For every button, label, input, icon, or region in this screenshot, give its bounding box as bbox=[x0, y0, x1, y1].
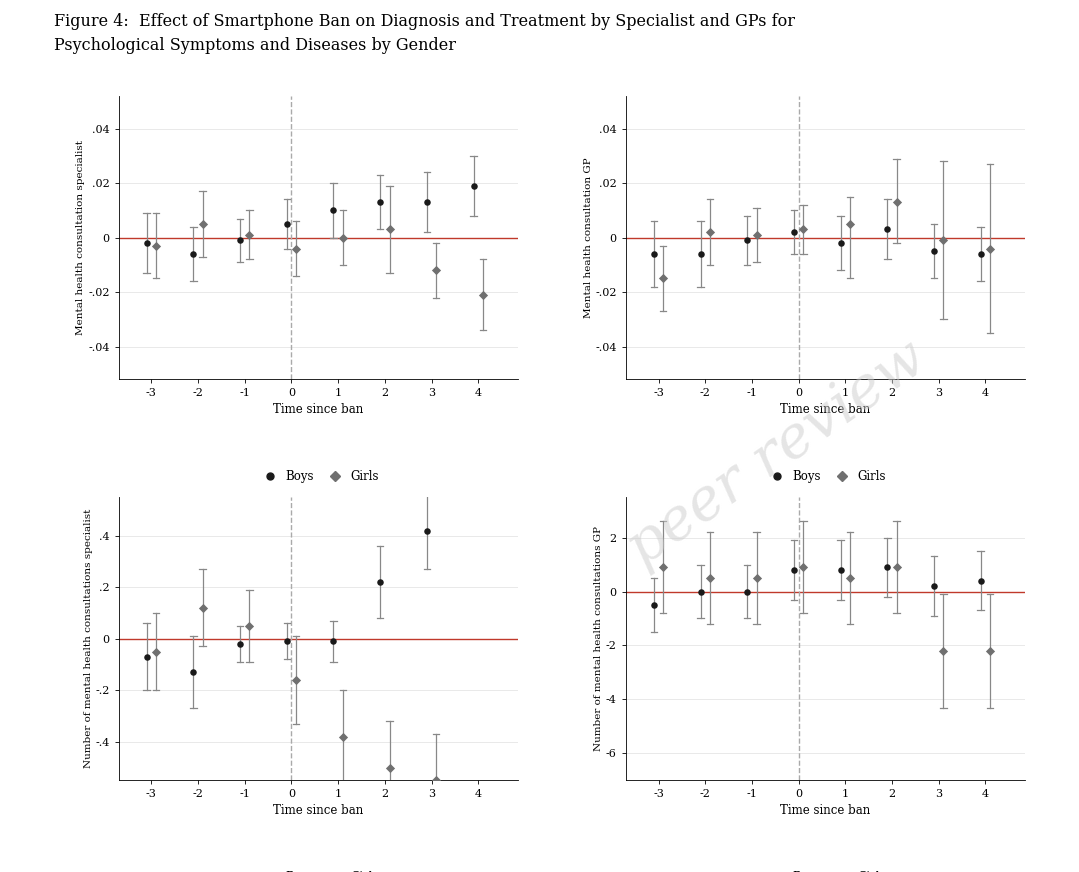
Point bbox=[419, 523, 436, 537]
Text: peer review: peer review bbox=[617, 330, 937, 577]
Point bbox=[655, 271, 672, 285]
Point bbox=[739, 584, 756, 598]
Point bbox=[786, 563, 803, 577]
Point bbox=[842, 571, 859, 585]
Y-axis label: Mental health consultation GP: Mental health consultation GP bbox=[584, 157, 592, 318]
Y-axis label: Number of mental health consultations GP: Number of mental health consultations GP bbox=[595, 526, 603, 752]
Point bbox=[934, 234, 952, 248]
Legend: Boys, Girls: Boys, Girls bbox=[765, 470, 886, 483]
Point bbox=[138, 236, 155, 250]
Text: Psychological Symptoms and Diseases by Gender: Psychological Symptoms and Diseases by G… bbox=[54, 37, 456, 53]
Point bbox=[334, 231, 352, 245]
Point bbox=[381, 760, 398, 774]
Point bbox=[692, 247, 709, 261]
X-axis label: Time since ban: Time since ban bbox=[780, 804, 871, 817]
Point bbox=[194, 217, 211, 231]
Point bbox=[888, 560, 905, 574]
Point bbox=[832, 236, 849, 250]
Point bbox=[878, 560, 896, 574]
Point bbox=[739, 234, 756, 248]
Point bbox=[334, 730, 352, 744]
Point bbox=[982, 242, 999, 255]
Text: (a)  P(Specialist consultation=1): (a) P(Specialist consultation=1) bbox=[193, 509, 443, 524]
Point bbox=[972, 247, 989, 261]
Point bbox=[701, 225, 719, 239]
Point bbox=[645, 247, 663, 261]
Point bbox=[185, 665, 202, 679]
Point bbox=[287, 673, 304, 687]
Point bbox=[465, 271, 482, 285]
Point bbox=[241, 619, 258, 633]
Point bbox=[786, 225, 803, 239]
Point bbox=[325, 634, 342, 648]
Point bbox=[475, 288, 492, 302]
Point bbox=[287, 242, 304, 255]
Point bbox=[645, 598, 663, 612]
X-axis label: Time since ban: Time since ban bbox=[273, 403, 364, 416]
Point bbox=[148, 239, 165, 253]
Point bbox=[232, 234, 249, 248]
Point bbox=[794, 222, 811, 236]
Point bbox=[185, 247, 202, 261]
X-axis label: Time since ban: Time since ban bbox=[780, 403, 871, 416]
Point bbox=[888, 195, 905, 209]
Point bbox=[748, 228, 765, 242]
Point bbox=[232, 637, 249, 651]
Point bbox=[278, 634, 296, 648]
Point bbox=[982, 644, 999, 657]
Y-axis label: Mental health consultation specialist: Mental health consultation specialist bbox=[77, 140, 85, 335]
Point bbox=[194, 601, 211, 615]
Point bbox=[748, 571, 765, 585]
Y-axis label: Number of mental health consultations specialist: Number of mental health consultations sp… bbox=[83, 509, 93, 768]
Point bbox=[138, 650, 155, 664]
Point bbox=[692, 584, 709, 598]
Point bbox=[381, 222, 398, 236]
Point bbox=[241, 228, 258, 242]
Point bbox=[371, 195, 388, 209]
Point bbox=[427, 773, 445, 787]
Point bbox=[325, 203, 342, 217]
Point bbox=[655, 560, 672, 574]
Point bbox=[465, 179, 482, 193]
Text: Figure 4:  Effect of Smartphone Ban on Diagnosis and Treatment by Specialist and: Figure 4: Effect of Smartphone Ban on Di… bbox=[54, 13, 795, 30]
Point bbox=[832, 563, 849, 577]
Point bbox=[427, 263, 445, 277]
Legend: Boys, Girls: Boys, Girls bbox=[258, 470, 379, 483]
Point bbox=[926, 244, 943, 258]
Point bbox=[926, 579, 943, 593]
Point bbox=[878, 222, 896, 236]
X-axis label: Time since ban: Time since ban bbox=[273, 804, 364, 817]
Point bbox=[371, 576, 388, 589]
Point bbox=[794, 560, 811, 574]
Point bbox=[842, 217, 859, 231]
Point bbox=[148, 644, 165, 658]
Point bbox=[934, 644, 952, 657]
Text: (b)  P(GP consultation=1): (b) P(GP consultation=1) bbox=[726, 509, 925, 524]
Point bbox=[972, 574, 989, 588]
Point bbox=[278, 217, 296, 231]
Point bbox=[701, 571, 719, 585]
Point bbox=[419, 195, 436, 209]
